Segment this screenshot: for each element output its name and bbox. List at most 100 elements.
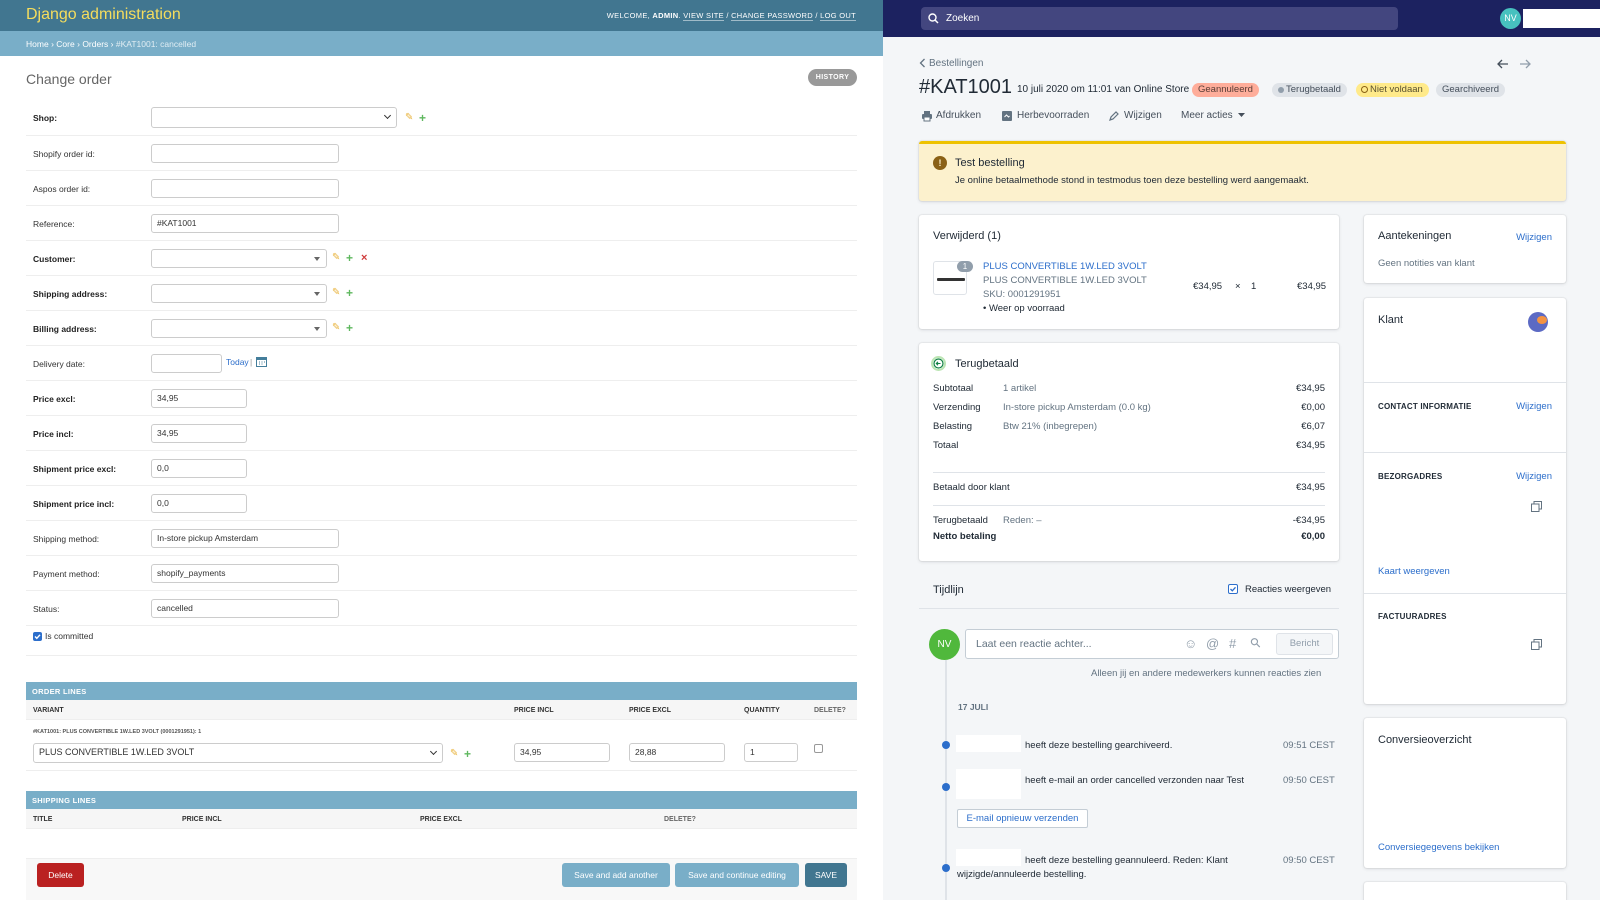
- comment-input[interactable]: Laat een reactie achter...: [976, 638, 1092, 650]
- edit-variant-icon[interactable]: ✎: [450, 748, 459, 759]
- warning-icon: !: [933, 156, 947, 170]
- history-button[interactable]: HISTORY: [808, 69, 857, 86]
- product-link[interactable]: PLUS CONVERTIBLE 1W.LED 3VOLT: [983, 261, 1147, 272]
- billing-address-title: FACTUURADRES: [1378, 612, 1447, 621]
- field-label: Shipment price excl:: [33, 464, 117, 474]
- status-input[interactable]: cancelled: [151, 599, 339, 618]
- post-comment-button[interactable]: Bericht: [1276, 633, 1333, 655]
- today-link[interactable]: Today: [226, 357, 249, 367]
- breadcrumb-core[interactable]: Core: [56, 39, 75, 49]
- column-header-delete: DELETE?: [664, 816, 696, 823]
- field-row-shipping-address: Shipping address: ✎ +: [26, 276, 857, 311]
- customer-card: Klant CONTACT INFORMATIE Wijzigen BEZORG…: [1364, 298, 1566, 704]
- edit-billing-address-icon[interactable]: ✎: [332, 322, 341, 333]
- is-committed-checkbox[interactable]: [33, 632, 42, 641]
- field-label: Shopify order id:: [33, 149, 95, 159]
- mention-icon[interactable]: @: [1206, 636, 1220, 651]
- save-add-another-button[interactable]: Save and add another: [562, 863, 670, 887]
- search-input[interactable]: Zoeken: [921, 7, 1398, 30]
- comment-box[interactable]: Laat een reactie achter... ☺ @ # ⚲ Beric…: [965, 629, 1339, 659]
- shipping-address-select[interactable]: [151, 284, 327, 303]
- arrow-left-icon[interactable]: [1497, 58, 1509, 70]
- add-shipping-address-icon[interactable]: +: [346, 286, 354, 300]
- edit-customer-icon[interactable]: ✎: [332, 252, 341, 263]
- edit-shop-icon[interactable]: ✎: [405, 112, 414, 123]
- store-name-box[interactable]: [1523, 9, 1600, 28]
- timeline-line: [945, 660, 947, 900]
- change-password-link[interactable]: CHANGE PASSWORD: [731, 11, 813, 21]
- reference-input[interactable]: #KAT1001: [151, 214, 339, 233]
- chevron-left-icon[interactable]: [919, 58, 926, 68]
- back-link[interactable]: Bestellingen: [929, 58, 984, 69]
- attachment-icon[interactable]: ⚲: [1246, 633, 1265, 652]
- avatar[interactable]: NV: [1500, 8, 1521, 29]
- save-continue-button[interactable]: Save and continue editing: [675, 863, 799, 887]
- logout-link[interactable]: LOG OUT: [820, 11, 856, 21]
- edit-contact-link[interactable]: Wijzigen: [1516, 401, 1552, 412]
- emoji-icon[interactable]: ☺: [1184, 636, 1198, 651]
- line-price-excl-input[interactable]: 28,88: [629, 743, 725, 762]
- divider: [1364, 382, 1566, 383]
- quantity-badge: 1: [957, 261, 973, 272]
- add-billing-address-icon[interactable]: +: [346, 321, 354, 335]
- next-card: [1364, 882, 1566, 900]
- breadcrumb-sep: ›: [77, 39, 80, 49]
- show-comments-checkbox[interactable]: [1228, 584, 1238, 594]
- field-label: Aspos order id:: [33, 184, 91, 194]
- summary-label: Verzending: [933, 402, 981, 413]
- shipping-method-input[interactable]: In-store pickup Amsterdam: [151, 529, 339, 548]
- breadcrumb-orders[interactable]: Orders: [82, 39, 109, 49]
- copy-icon[interactable]: [1531, 639, 1542, 650]
- customer-select[interactable]: [151, 249, 327, 268]
- add-variant-icon[interactable]: +: [464, 747, 472, 761]
- view-map-link[interactable]: Kaart weergeven: [1378, 566, 1450, 577]
- line-price-incl-input[interactable]: 34,95: [514, 743, 610, 762]
- line-quantity-input[interactable]: 1: [744, 743, 798, 762]
- copy-icon[interactable]: [1531, 501, 1542, 512]
- field-row-payment-method: Payment method: shopify_payments: [26, 556, 857, 591]
- restock-button[interactable]: Herbevoorraden: [1017, 110, 1090, 121]
- shop-select[interactable]: [151, 107, 397, 128]
- field-row-reference: Reference: #KAT1001: [26, 206, 857, 241]
- shopify-order-id-input[interactable]: [151, 144, 339, 163]
- user-sep: .: [678, 11, 681, 20]
- add-customer-icon[interactable]: +: [346, 251, 354, 265]
- edit-button[interactable]: Wijzigen: [1124, 110, 1162, 121]
- shipment-price-excl-input[interactable]: 0,0: [151, 459, 247, 478]
- shipping-lines-table-head: TITLE PRICE INCL PRICE EXCL DELETE?: [26, 809, 857, 829]
- delete-customer-icon[interactable]: ×: [361, 252, 368, 264]
- line-delete-checkbox[interactable]: [814, 744, 823, 753]
- field-label: Shop:: [33, 113, 58, 123]
- conversion-link[interactable]: Conversiegegevens bekijken: [1378, 842, 1500, 853]
- payment-method-input[interactable]: shopify_payments: [151, 564, 339, 583]
- delivery-date-input[interactable]: [151, 354, 222, 373]
- edit-notes-link[interactable]: Wijzigen: [1516, 232, 1552, 243]
- price-excl-input[interactable]: 34,95: [151, 389, 247, 408]
- save-button[interactable]: SAVE: [805, 863, 847, 887]
- calendar-icon[interactable]: [256, 356, 267, 367]
- arrow-right-icon[interactable]: [1519, 58, 1531, 70]
- divider: [1364, 593, 1566, 594]
- hashtag-icon[interactable]: #: [1229, 636, 1237, 651]
- delete-button[interactable]: Delete: [37, 863, 84, 887]
- billing-address-select[interactable]: [151, 319, 327, 338]
- price-incl-input[interactable]: 34,95: [151, 424, 247, 443]
- breadcrumb-home[interactable]: Home: [26, 39, 49, 49]
- timeline-dot: [942, 741, 950, 749]
- django-brand[interactable]: Django administration: [26, 6, 181, 23]
- resend-email-button[interactable]: E-mail opnieuw verzenden: [957, 809, 1088, 828]
- aspos-order-id-input[interactable]: [151, 179, 339, 198]
- view-site-link[interactable]: VIEW SITE: [683, 11, 724, 21]
- field-row-status: Status: cancelled: [26, 591, 857, 626]
- field-row-price-incl: Price incl: 34,95: [26, 416, 857, 451]
- divider: [1364, 452, 1566, 453]
- banner-text: Je online betaalmethode stond in testmod…: [955, 175, 1309, 186]
- refunded-amount: -€34,95: [1292, 515, 1325, 526]
- edit-shipping-address-link[interactable]: Wijzigen: [1516, 471, 1552, 482]
- edit-shipping-address-icon[interactable]: ✎: [332, 287, 341, 298]
- shipment-price-incl-input[interactable]: 0,0: [151, 494, 247, 513]
- more-actions-button[interactable]: Meer acties: [1181, 110, 1233, 121]
- variant-select[interactable]: PLUS CONVERTIBLE 1W.LED 3VOLT: [33, 743, 443, 763]
- add-shop-icon[interactable]: +: [419, 111, 427, 125]
- print-button[interactable]: Afdrukken: [936, 110, 982, 121]
